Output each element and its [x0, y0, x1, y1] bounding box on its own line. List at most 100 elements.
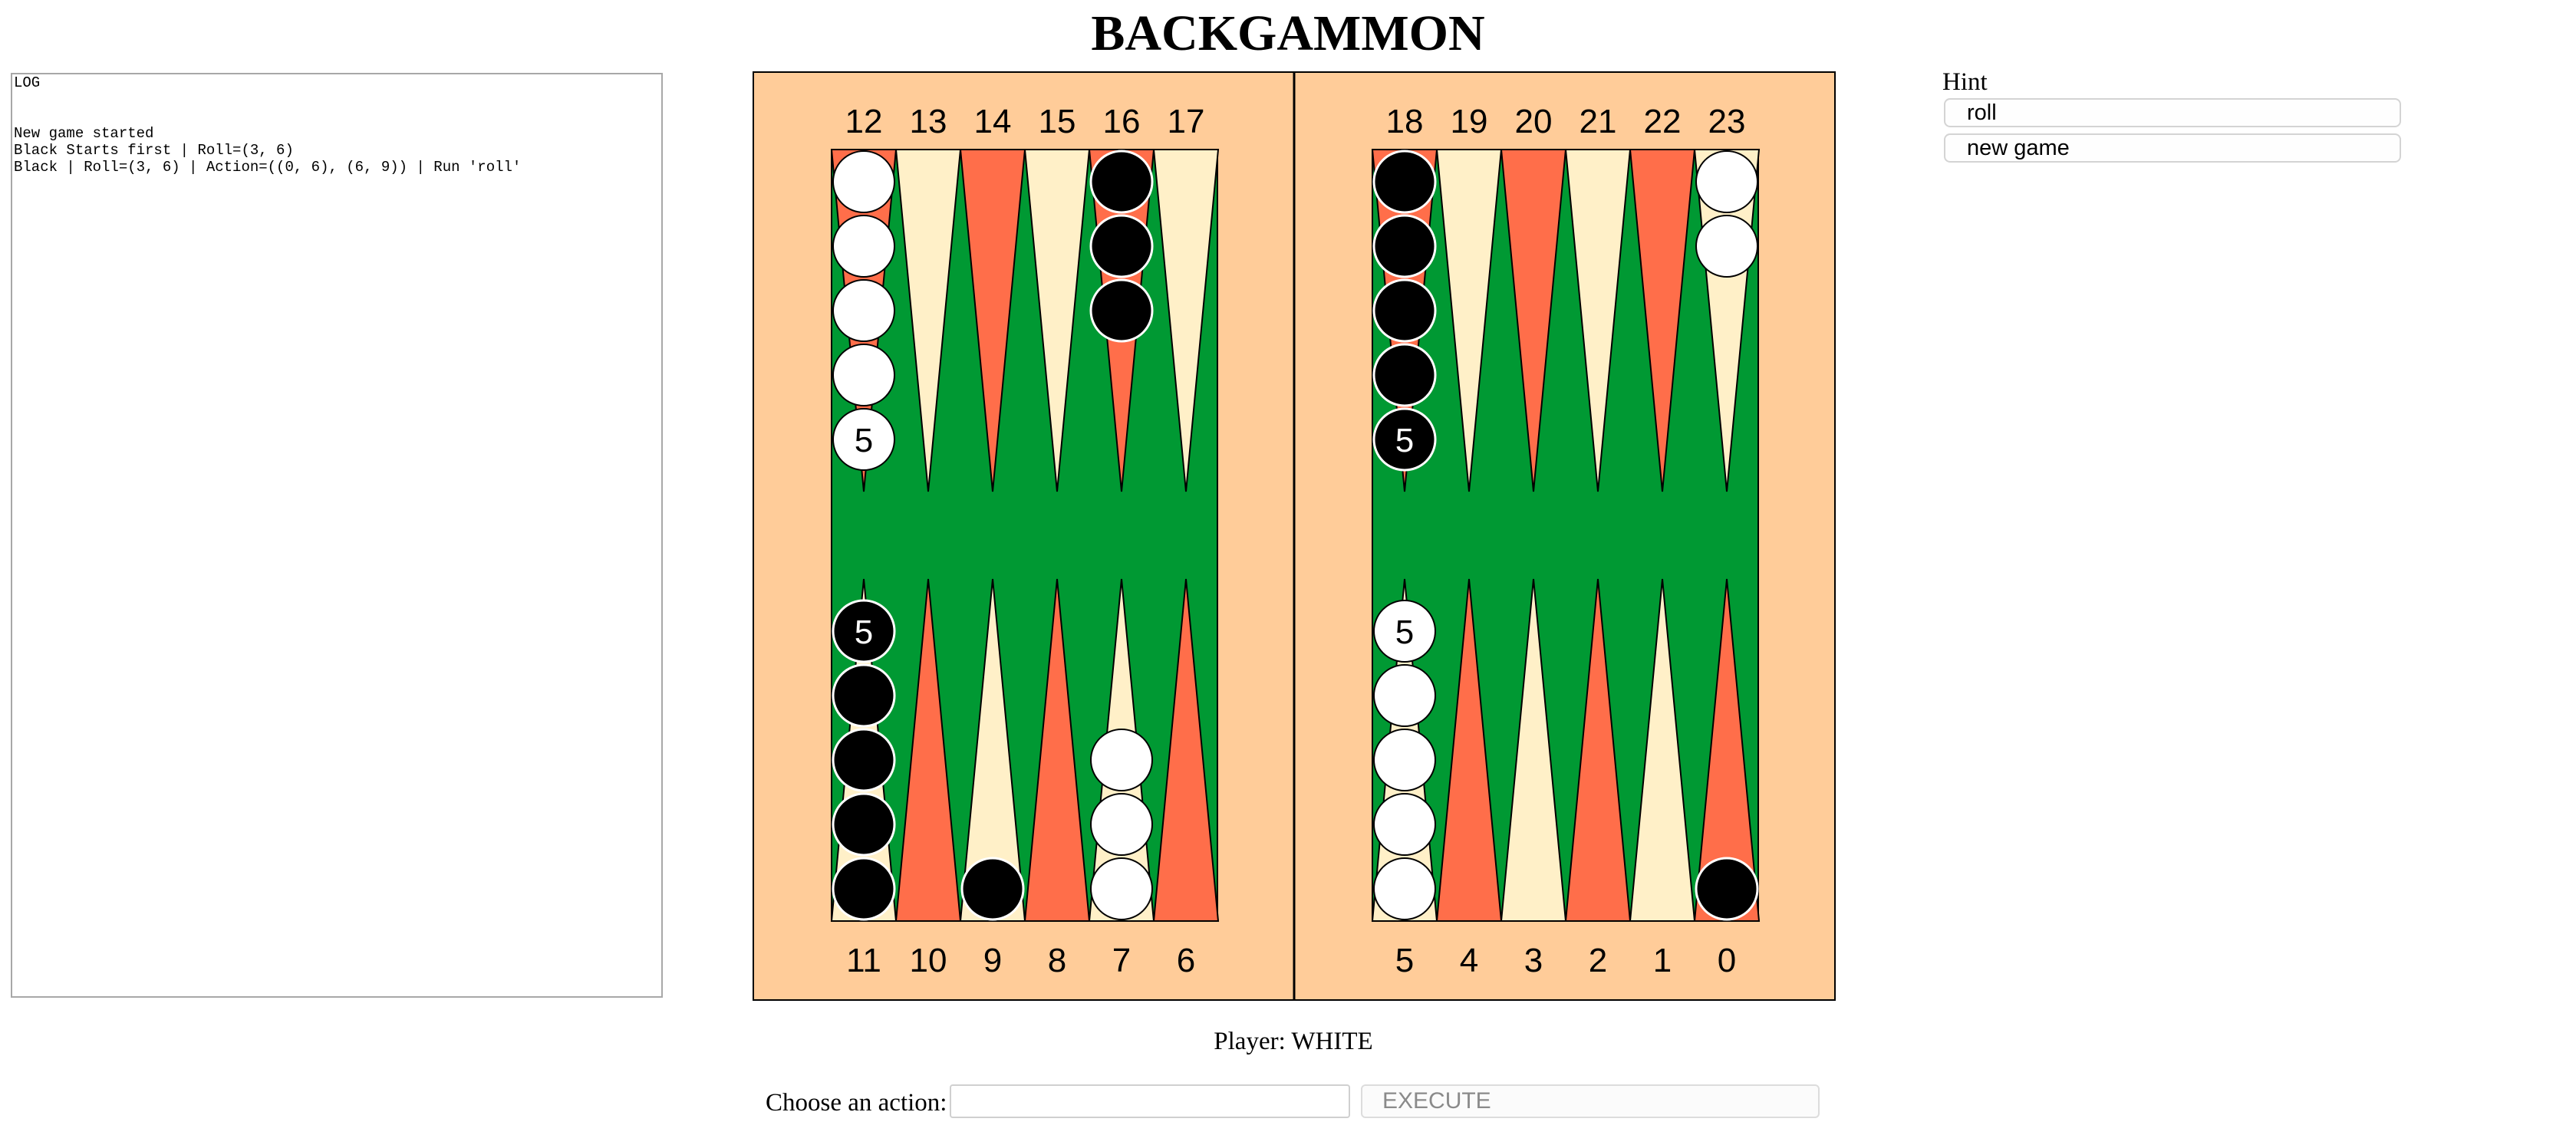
white-checker[interactable] — [833, 280, 894, 341]
checker-outline — [1373, 857, 1436, 920]
point-1[interactable] — [1629, 578, 1696, 922]
point-label: 10 — [910, 942, 947, 979]
checker-outline — [832, 663, 896, 728]
checker-outline — [960, 857, 1025, 921]
black-checker[interactable] — [1374, 344, 1435, 406]
checker-outline — [1695, 857, 1759, 921]
black-checker[interactable] — [833, 858, 894, 920]
white-checker[interactable] — [833, 344, 894, 406]
checker-outline — [1089, 278, 1154, 343]
white-checker[interactable] — [1374, 600, 1435, 662]
checker-outline — [832, 279, 895, 342]
point-4[interactable] — [1435, 578, 1503, 922]
checker-outline — [1090, 857, 1153, 920]
black-checker[interactable] — [1091, 215, 1152, 277]
black-checker[interactable] — [1374, 409, 1435, 470]
action-label: Choose an action: — [766, 1089, 947, 1117]
point-22[interactable] — [1629, 149, 1696, 492]
current-player: Player: WHITE — [1214, 1028, 1373, 1055]
white-checker[interactable] — [1374, 858, 1435, 920]
point-label: 14 — [974, 103, 1012, 140]
point-2[interactable] — [1564, 578, 1632, 922]
point-label: 19 — [1451, 103, 1488, 140]
point-9[interactable] — [959, 578, 1026, 922]
checker-outline — [1090, 793, 1153, 856]
black-checker[interactable] — [1374, 151, 1435, 212]
point-15[interactable] — [1023, 149, 1091, 492]
point-0[interactable] — [1693, 578, 1761, 922]
checker-outline — [1372, 343, 1437, 407]
point-label: 6 — [1177, 942, 1195, 979]
black-checker[interactable] — [1374, 215, 1435, 277]
checker-outline — [832, 150, 895, 213]
point-10[interactable] — [894, 578, 962, 922]
point-8[interactable] — [1023, 578, 1091, 922]
checker-outline — [832, 215, 895, 278]
white-checker[interactable] — [833, 409, 894, 470]
point-label: 22 — [1644, 103, 1682, 140]
point-label: 18 — [1386, 103, 1424, 140]
point-20[interactable] — [1500, 149, 1567, 492]
point-6[interactable] — [1152, 578, 1220, 922]
log-panel: LOG New game started Black Starts first | … — [11, 73, 663, 998]
page-title: BACKGAMMON — [1091, 5, 1485, 61]
point-label: 11 — [846, 942, 881, 979]
black-checker[interactable] — [1091, 280, 1152, 341]
checker-outline — [832, 857, 896, 921]
checker-outline — [1695, 215, 1758, 278]
point-19[interactable] — [1435, 149, 1503, 492]
point-label: 8 — [1048, 942, 1066, 979]
point-21[interactable] — [1564, 149, 1632, 492]
white-checker[interactable] — [1696, 215, 1757, 277]
point-label: 2 — [1589, 942, 1607, 979]
black-checker[interactable] — [1374, 280, 1435, 341]
point-label: 4 — [1460, 942, 1478, 979]
log-line: Black Starts first | Roll=(3, 6) — [14, 142, 294, 159]
checker-outline — [832, 408, 895, 471]
point-13[interactable] — [894, 149, 962, 492]
log-line: Black | Roll=(3, 6) | Action=((0, 6), (6… — [14, 159, 522, 176]
black-checker[interactable] — [1091, 151, 1152, 212]
checker-count: 5 — [1395, 422, 1414, 459]
point-label: 3 — [1524, 942, 1543, 979]
white-checker[interactable] — [1091, 729, 1152, 791]
checker-outline — [832, 599, 896, 663]
white-checker[interactable] — [833, 215, 894, 277]
execute-button[interactable]: EXECUTE — [1361, 1084, 1820, 1118]
checker-outline — [1695, 150, 1758, 213]
checker-outline — [1372, 214, 1437, 278]
hint-panel: Hint roll new game — [1942, 66, 2403, 169]
black-checker[interactable] — [833, 794, 894, 855]
point-14[interactable] — [959, 149, 1026, 492]
white-checker[interactable] — [1374, 729, 1435, 791]
right-field — [1372, 149, 1759, 922]
point-17[interactable] — [1152, 149, 1220, 492]
white-checker[interactable] — [1696, 151, 1757, 212]
checker-count: 5 — [855, 422, 873, 459]
point-label: 15 — [1039, 103, 1076, 140]
white-checker[interactable] — [833, 151, 894, 212]
new-game-button[interactable]: new game — [1944, 133, 2401, 163]
black-checker[interactable] — [1696, 858, 1757, 920]
white-checker[interactable] — [1374, 665, 1435, 726]
checker-outline — [1373, 600, 1436, 663]
point-3[interactable] — [1500, 578, 1567, 922]
black-checker[interactable] — [962, 858, 1023, 920]
checker-outline — [832, 728, 896, 792]
black-checker[interactable] — [833, 729, 894, 791]
white-checker[interactable] — [1091, 794, 1152, 855]
roll-button[interactable]: roll — [1944, 98, 2401, 127]
point-label: 12 — [845, 103, 883, 140]
black-checker[interactable] — [833, 600, 894, 662]
point-label: 13 — [910, 103, 947, 140]
white-checker[interactable] — [1374, 794, 1435, 855]
hint-label: Hint — [1942, 68, 1988, 96]
action-input[interactable] — [950, 1084, 1350, 1118]
black-checker[interactable] — [833, 665, 894, 726]
point-label: 23 — [1708, 103, 1746, 140]
checker-outline — [832, 344, 895, 406]
white-checker[interactable] — [1091, 858, 1152, 920]
point-label: 16 — [1103, 103, 1141, 140]
point-label: 5 — [1395, 942, 1414, 979]
